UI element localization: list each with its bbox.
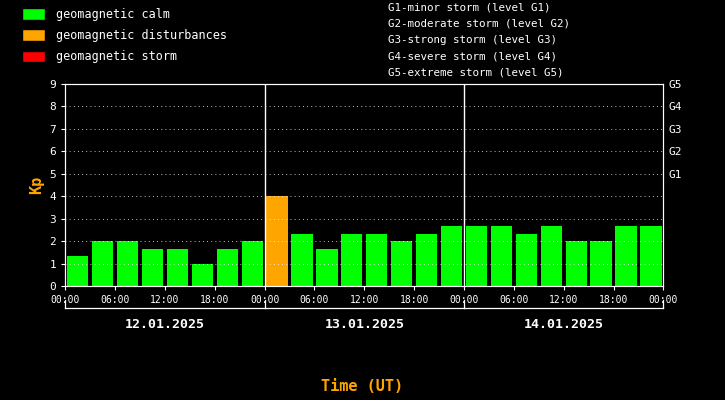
Text: G3-strong storm (level G3): G3-strong storm (level G3) — [388, 35, 557, 45]
Bar — [441, 226, 462, 286]
Bar — [142, 248, 163, 286]
Bar — [291, 234, 312, 286]
Bar — [366, 234, 387, 286]
Bar — [217, 248, 238, 286]
Bar — [191, 264, 213, 286]
Text: G1-minor storm (level G1): G1-minor storm (level G1) — [388, 3, 550, 13]
Bar — [590, 241, 612, 286]
Bar — [416, 234, 437, 286]
Bar — [267, 196, 288, 286]
Bar — [92, 241, 113, 286]
Text: G5-extreme storm (level G5): G5-extreme storm (level G5) — [388, 68, 563, 78]
Bar — [616, 226, 637, 286]
Text: 12.01.2025: 12.01.2025 — [125, 318, 205, 331]
Text: G2-moderate storm (level G2): G2-moderate storm (level G2) — [388, 19, 570, 29]
Text: 13.01.2025: 13.01.2025 — [324, 318, 405, 331]
Text: G4-severe storm (level G4): G4-severe storm (level G4) — [388, 52, 557, 62]
Bar — [391, 241, 413, 286]
Text: 14.01.2025: 14.01.2025 — [523, 318, 604, 331]
Bar — [466, 226, 487, 286]
Bar — [241, 241, 262, 286]
Bar — [541, 226, 562, 286]
FancyBboxPatch shape — [22, 30, 45, 41]
Bar — [67, 256, 88, 286]
FancyBboxPatch shape — [22, 8, 45, 20]
Bar — [117, 241, 138, 286]
Bar — [341, 234, 362, 286]
Bar — [566, 241, 587, 286]
Text: geomagnetic disturbances: geomagnetic disturbances — [56, 29, 227, 42]
Text: geomagnetic calm: geomagnetic calm — [56, 8, 170, 20]
Bar — [640, 226, 661, 286]
Text: Time (UT): Time (UT) — [321, 379, 404, 394]
Bar — [515, 234, 537, 286]
Y-axis label: Kp: Kp — [29, 176, 44, 194]
Bar — [316, 248, 338, 286]
Bar — [167, 248, 188, 286]
Text: geomagnetic storm: geomagnetic storm — [56, 50, 177, 63]
FancyBboxPatch shape — [22, 51, 45, 62]
Bar — [491, 226, 512, 286]
